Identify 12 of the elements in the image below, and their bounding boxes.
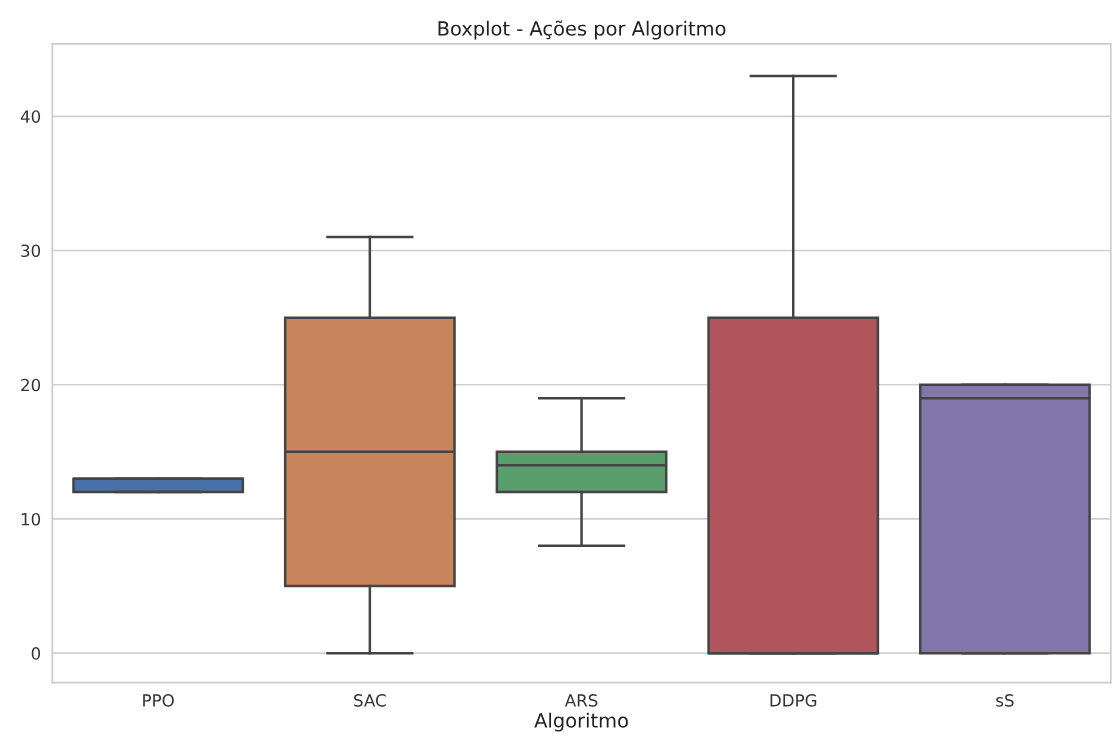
y-tick-label: 40 [20, 110, 41, 123]
x-tick-label: ARS [564, 694, 598, 707]
x-tick-label: sS [996, 694, 1014, 707]
y-tick-label: 30 [21, 244, 41, 258]
x-tick-label: PPO [143, 694, 174, 707]
x-tick-label: DDPG [770, 694, 817, 707]
chart-title: Boxplot - Ações por Algoritmo [438, 20, 726, 40]
x-tick-label: SAC [354, 694, 386, 707]
x-axis-title: Algoritmo [534, 712, 628, 732]
y-tick-label: 0 [31, 647, 41, 660]
y-tick-label: 20 [21, 378, 41, 392]
y-tick-label: 10 [21, 512, 41, 526]
